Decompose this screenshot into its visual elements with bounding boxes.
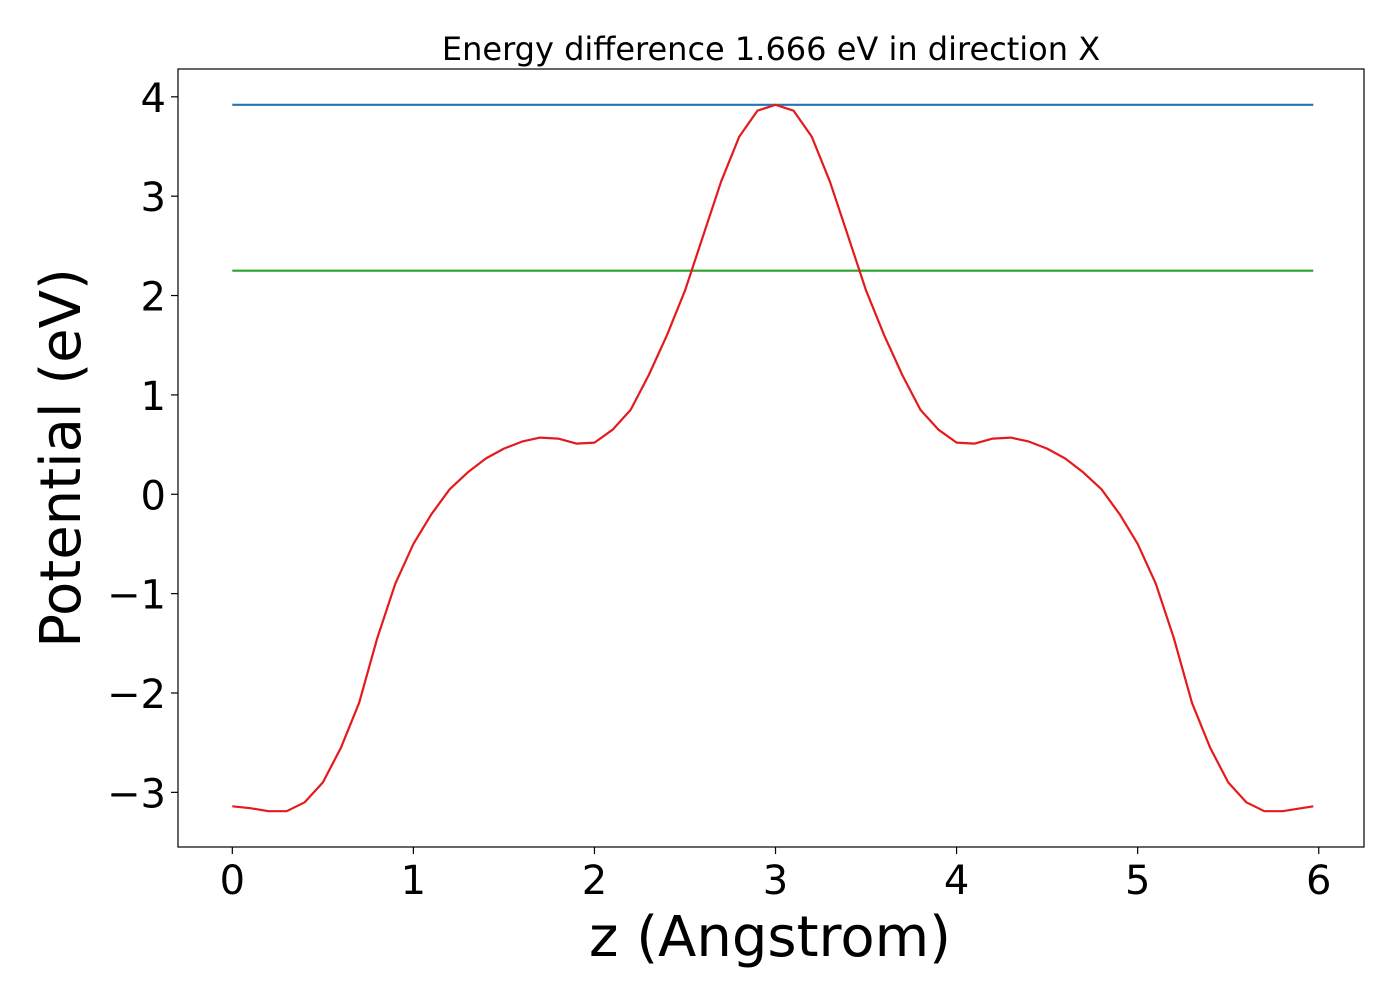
x-tick-label: 2 xyxy=(582,858,607,904)
y-tick-label: −2 xyxy=(107,672,166,718)
y-axis-ticks: −3 −2 −1 0 1 2 3 4 xyxy=(107,76,178,817)
x-axis-ticks: 0 1 2 3 4 5 6 xyxy=(220,847,1331,904)
y-axis-label: Potential (eV) xyxy=(29,268,94,648)
y-tick-label: 1 xyxy=(141,374,166,420)
y-tick-label: −3 xyxy=(107,771,166,817)
y-tick-label: 0 xyxy=(141,473,166,519)
y-tick-label: 2 xyxy=(141,275,166,321)
plot-area xyxy=(232,103,1314,813)
x-tick-label: 6 xyxy=(1306,858,1331,904)
x-axis-label: z (Angstrom) xyxy=(589,905,951,970)
y-tick-label: 3 xyxy=(141,175,166,221)
x-tick-label: 1 xyxy=(401,858,426,904)
plot-frame xyxy=(177,68,1365,848)
y-tick-label: −1 xyxy=(107,573,166,619)
x-tick-label: 3 xyxy=(763,858,788,904)
x-tick-label: 4 xyxy=(944,858,969,904)
chart-title: Energy difference 1.666 eV in direction … xyxy=(442,30,1100,68)
x-tick-label: 5 xyxy=(1125,858,1150,904)
x-tick-label: 0 xyxy=(220,858,245,904)
y-tick-label: 4 xyxy=(141,76,166,122)
series-line-3 xyxy=(232,103,1314,813)
